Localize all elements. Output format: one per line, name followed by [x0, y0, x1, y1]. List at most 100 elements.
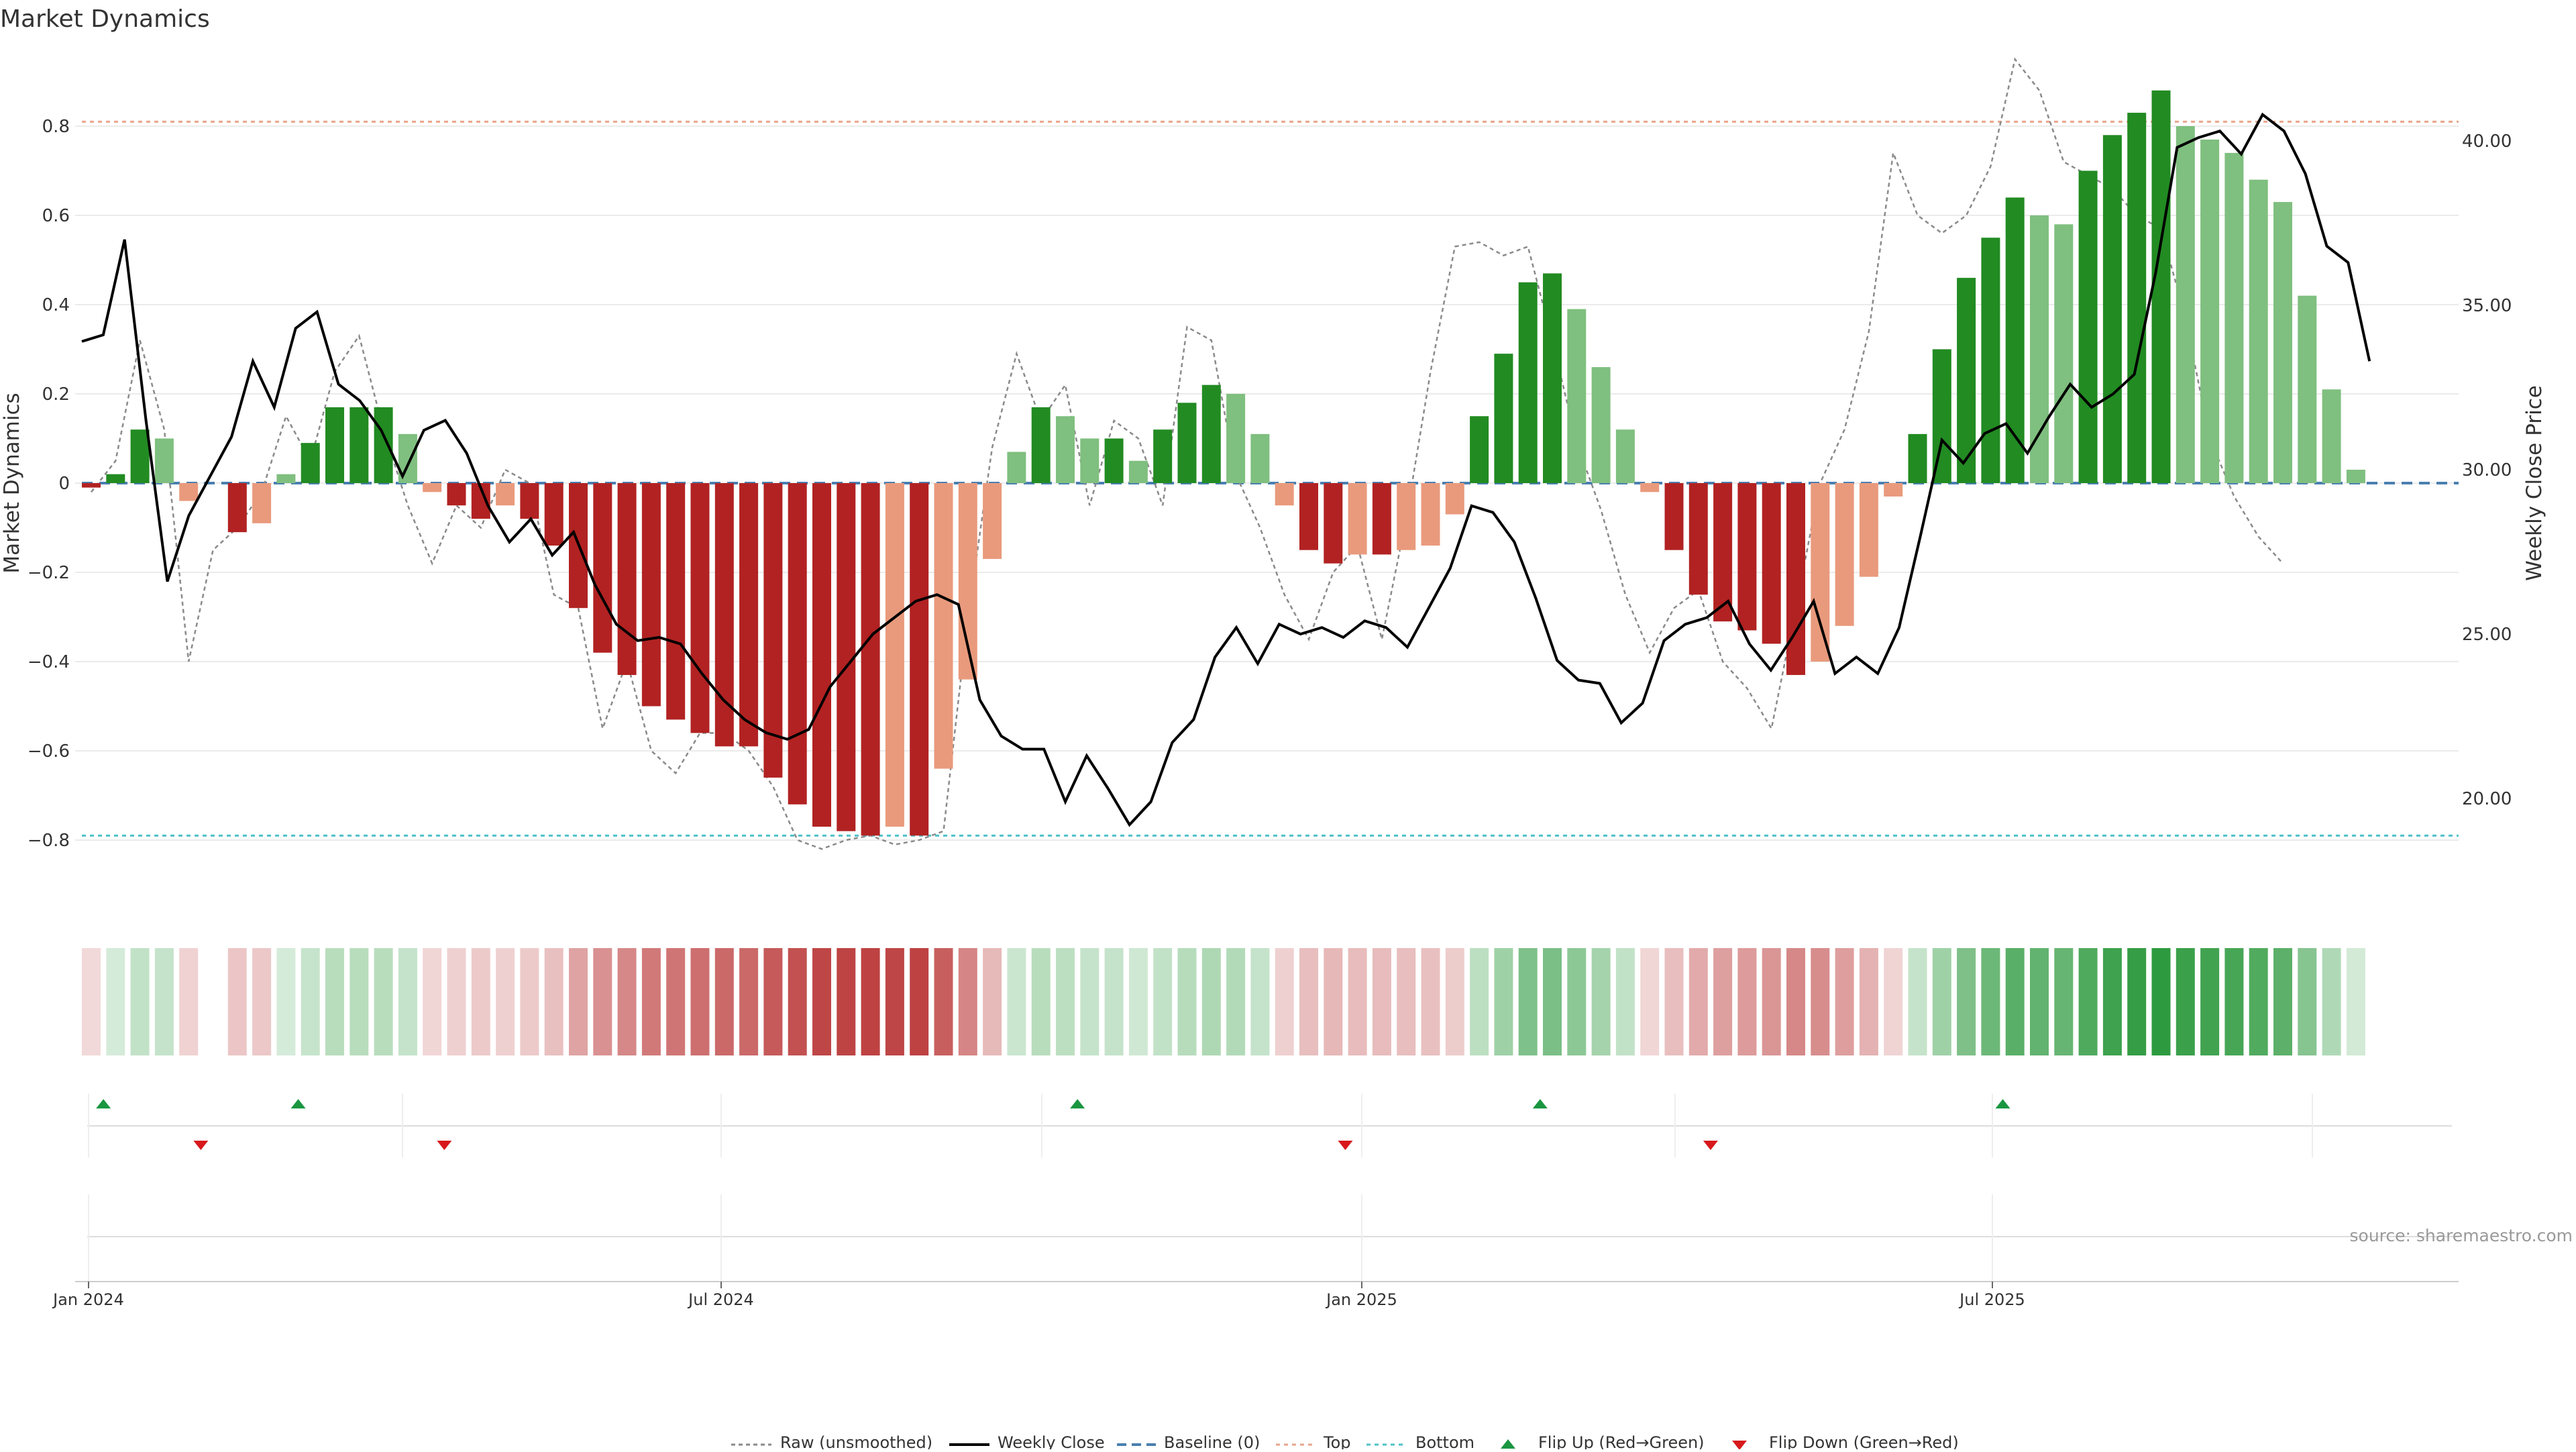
heat-cell	[1397, 948, 1416, 1055]
legend-flip-down-swatch	[1732, 1441, 1747, 1450]
heat-cell	[1737, 948, 1757, 1055]
bar	[1275, 483, 1294, 506]
bar	[1299, 483, 1318, 550]
heat-cell	[1177, 948, 1197, 1055]
legend-flip-up-label: Flip Up (Red→Green)	[1538, 1433, 1705, 1449]
heat-cell	[1056, 948, 1075, 1055]
bar	[1908, 433, 1927, 483]
raw-series-layer	[91, 57, 2284, 850]
heat-cell	[2200, 948, 2220, 1055]
heat-cell	[1884, 948, 1903, 1055]
weekly-close-line	[81, 112, 2371, 827]
bar	[1494, 354, 1513, 483]
bottom-panel	[87, 1194, 2459, 1282]
flip-up-marker	[1532, 1099, 1548, 1108]
heat-cell	[812, 948, 831, 1055]
heat-cell	[1567, 948, 1587, 1055]
left-tick-label: −0.4	[28, 652, 70, 672]
heat-cell	[2127, 948, 2147, 1055]
left-tick-label: 0.2	[42, 384, 70, 405]
bar	[1397, 483, 1416, 550]
bar	[1470, 416, 1489, 483]
bar	[1786, 483, 1805, 675]
reference-lines	[82, 120, 2459, 837]
bar	[374, 407, 393, 483]
right-axis-label: Weekly Close Price	[2522, 385, 2546, 581]
flip-markers-panel	[87, 1094, 2452, 1157]
heat-cell	[252, 948, 272, 1055]
bar	[1543, 273, 1562, 483]
heat-cell	[910, 948, 929, 1055]
heat-cell	[350, 948, 369, 1055]
bar	[2298, 295, 2317, 483]
bar	[496, 483, 515, 506]
heat-cell	[1811, 948, 1830, 1055]
legend-flip-down-label: Flip Down (Green→Red)	[1769, 1433, 1959, 1449]
heat-cell	[2176, 948, 2195, 1055]
bar	[1981, 238, 2000, 483]
heat-cell	[301, 948, 320, 1055]
x-tick-label: Jan 2024	[52, 1290, 124, 1309]
heat-cell	[1201, 948, 1221, 1055]
heat-strip	[82, 948, 2365, 1055]
heat-cell	[496, 948, 515, 1055]
flip-down-marker	[1703, 1141, 1718, 1150]
flip-up-marker	[1070, 1099, 1085, 1108]
bar	[325, 407, 344, 483]
heat-cell	[1518, 948, 1538, 1055]
heat-cell	[2346, 948, 2365, 1055]
bar	[2346, 470, 2365, 483]
heat-cell	[2102, 948, 2122, 1055]
heat-cell	[934, 948, 953, 1055]
bar	[1056, 416, 1075, 483]
heat-cell	[398, 948, 417, 1055]
bar	[252, 483, 272, 523]
bar	[1640, 483, 1660, 492]
bar	[1372, 483, 1391, 555]
heat-cell	[179, 948, 199, 1055]
bar	[1007, 452, 1026, 483]
heat-cell	[1494, 948, 1513, 1055]
bar	[983, 483, 1002, 560]
heat-cell	[2322, 948, 2341, 1055]
heat-cell	[2249, 948, 2268, 1055]
heat-cell	[423, 948, 442, 1055]
heat-cell	[1372, 948, 1391, 1055]
heat-cell	[1128, 948, 1148, 1055]
bar	[2176, 126, 2195, 483]
heat-cell	[1859, 948, 1878, 1055]
left-tick-label: 0.6	[42, 206, 70, 226]
legend-close-label: Weekly Close	[998, 1433, 1105, 1449]
bar	[447, 483, 466, 506]
heat-cell	[1226, 948, 1246, 1055]
bar	[2200, 139, 2220, 483]
heat-cell	[641, 948, 661, 1055]
bar	[1031, 407, 1051, 483]
heat-cell	[1007, 948, 1026, 1055]
bar	[2224, 152, 2244, 483]
bar	[2249, 179, 2268, 483]
heat-cell	[1688, 948, 1708, 1055]
bar	[1324, 483, 1343, 564]
bar	[1737, 483, 1757, 631]
bar	[812, 483, 831, 827]
legend-baseline-label: Baseline (0)	[1164, 1433, 1260, 1449]
bar	[544, 483, 564, 546]
heat-cell	[276, 948, 296, 1055]
heat-cell	[763, 948, 783, 1055]
flip-up-marker	[96, 1099, 111, 1108]
x-axis: Jan 2024 Jul 2024 Jan 2025 Jul 2025	[52, 1281, 2459, 1309]
bar	[1713, 483, 1733, 622]
bar	[276, 474, 296, 483]
heat-cell	[958, 948, 977, 1055]
raw-series-line	[91, 57, 2284, 850]
right-tick-label: 35.00	[2462, 296, 2512, 316]
heat-cell	[1421, 948, 1440, 1055]
bar	[423, 483, 442, 492]
heat-cell	[2151, 948, 2171, 1055]
left-tick-label: −0.8	[28, 831, 70, 851]
heat-cell	[1348, 948, 1367, 1055]
right-tick-label: 30.00	[2462, 460, 2512, 480]
